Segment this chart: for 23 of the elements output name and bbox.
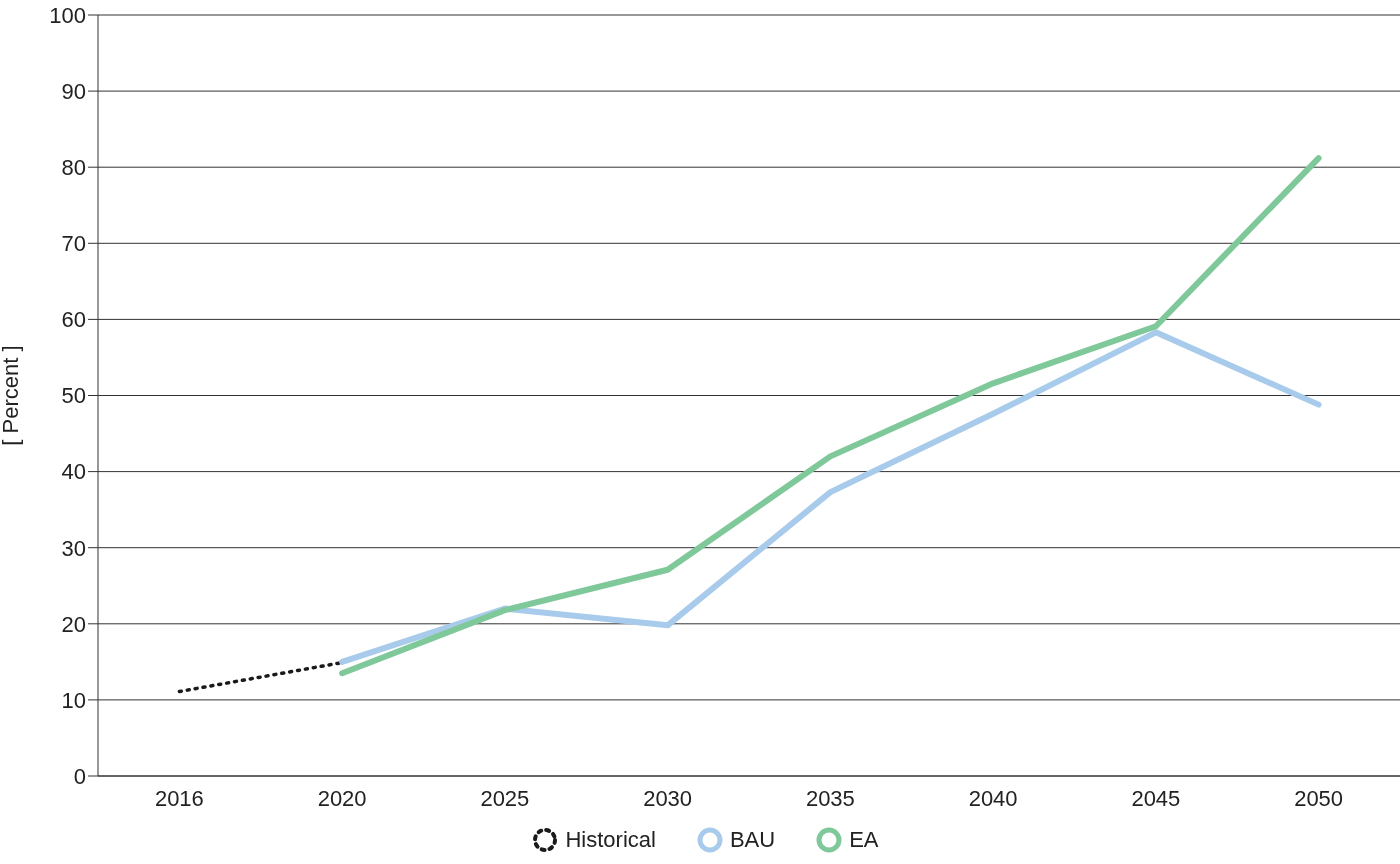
y-tick-label: 80 [61, 155, 86, 181]
y-axis-title: [ Percent ] [0, 345, 23, 446]
y-tick-label: 50 [61, 383, 86, 409]
y-tick-label: 100 [49, 2, 86, 28]
y-tick-label: 90 [61, 78, 86, 104]
legend-label: EA [848, 826, 879, 854]
y-tick-label: 10 [61, 687, 86, 713]
x-tick-label: 2045 [1131, 785, 1181, 811]
x-tick-label: 2035 [805, 785, 855, 811]
x-tick-label: 2025 [480, 785, 530, 811]
y-tick-label: 0 [73, 763, 86, 789]
x-tick-label: 2040 [968, 785, 1018, 811]
x-tick-label: 2020 [317, 785, 367, 811]
x-tick-label: 2050 [1294, 785, 1344, 811]
x-tick-label: 2016 [154, 785, 204, 811]
y-tick-label: 70 [61, 231, 86, 257]
y-tick-label: 40 [61, 459, 86, 485]
y-tick-label: 30 [61, 535, 86, 561]
x-tick-label: 2030 [643, 785, 693, 811]
y-tick-label: 60 [61, 307, 86, 333]
y-tick-label: 20 [61, 611, 86, 637]
legend-label: Historical [564, 826, 656, 854]
legend-label: BAU [728, 826, 776, 854]
